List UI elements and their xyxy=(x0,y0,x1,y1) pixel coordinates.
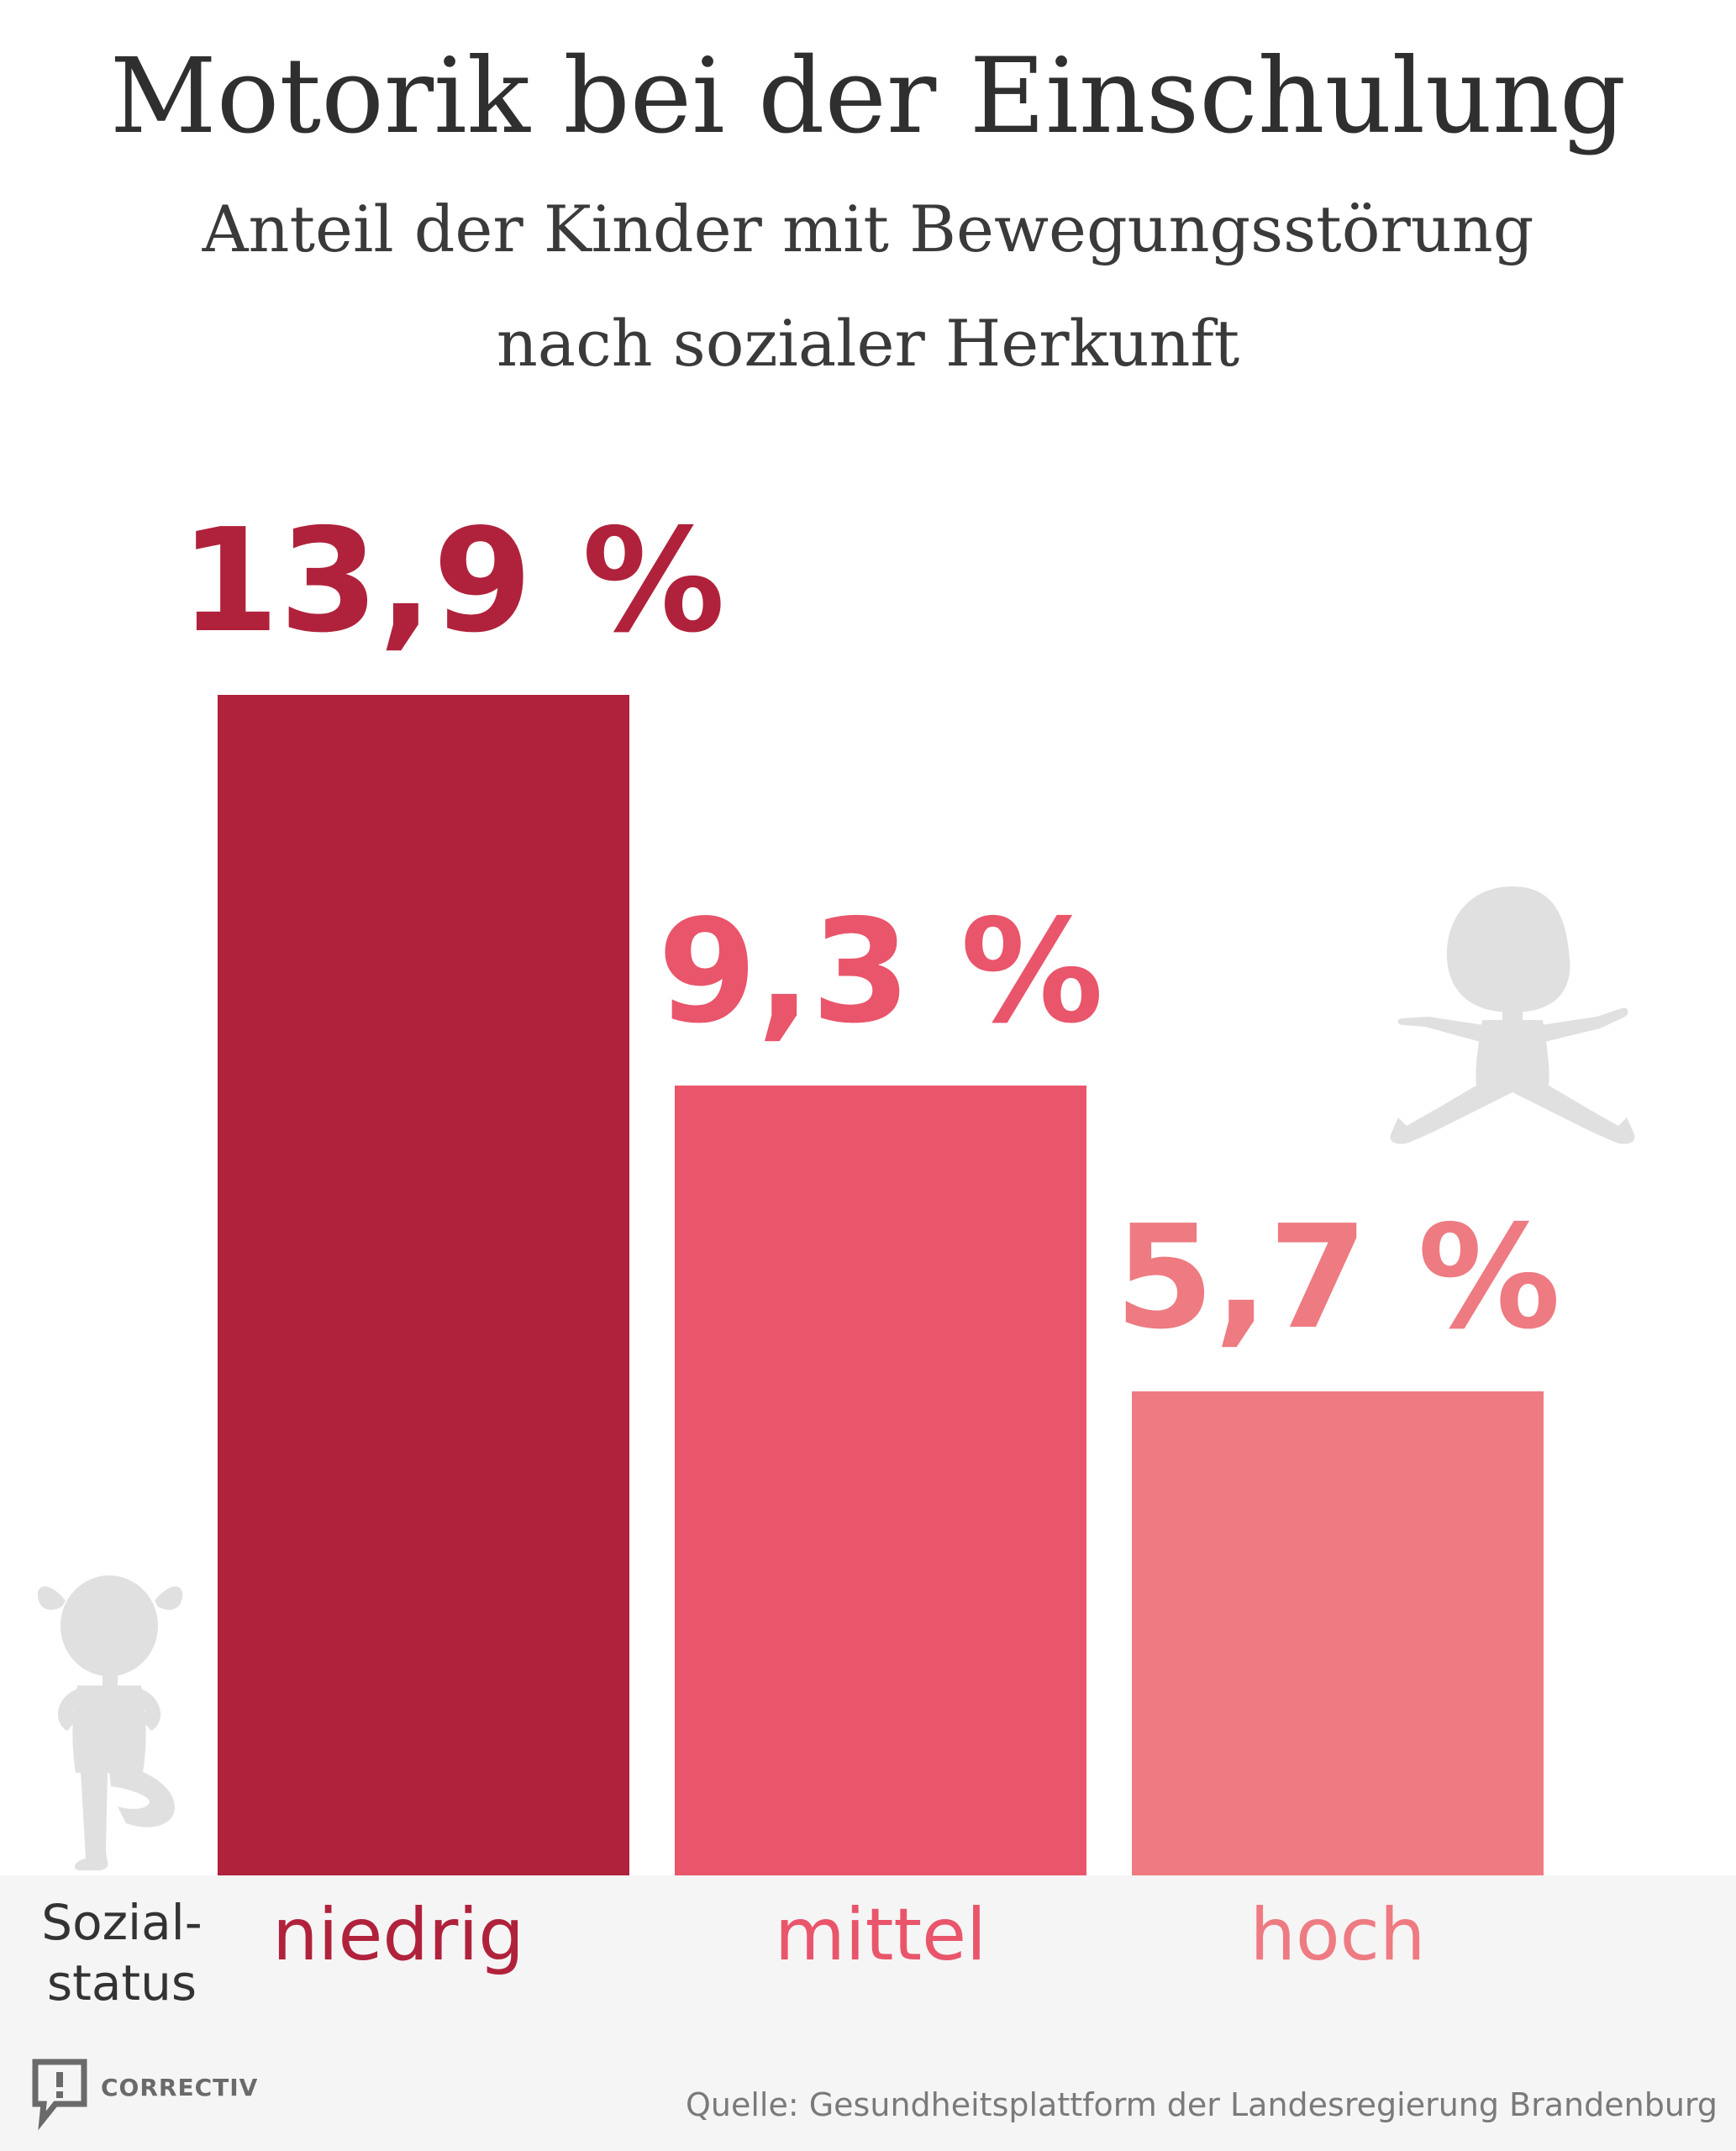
footer-band xyxy=(0,1875,1736,2151)
value-label-hoch: 5,7 % xyxy=(1114,1194,1561,1361)
child-standing-silhouette-icon xyxy=(37,1575,183,1870)
subtitle-line-2: nach sozialer Herkunft xyxy=(496,306,1240,381)
x-axis-title-line-1: Sozial- xyxy=(41,1894,203,1951)
correctiv-speech-bubble-icon xyxy=(32,2059,87,2131)
correctiv-logo: CORRECTIV xyxy=(30,2057,299,2133)
x-label-niedrig: niedrig xyxy=(272,1893,524,1977)
x-axis-title: Sozial- status xyxy=(25,1892,218,2013)
value-label-niedrig: 13,9 % xyxy=(180,498,725,665)
bar-mittel xyxy=(675,1085,1086,1875)
logo-text: CORRECTIV xyxy=(101,2074,259,2101)
subtitle-line-1: Anteil der Kinder mit Bewegungsstörung xyxy=(202,192,1534,266)
source-note: Quelle: Gesundheitsplattform der Landesr… xyxy=(685,2086,1718,2123)
value-label-mittel: 9,3 % xyxy=(657,888,1104,1055)
x-label-mittel: mittel xyxy=(775,1893,986,1977)
x-label-hoch: hoch xyxy=(1249,1893,1426,1977)
bar-niedrig xyxy=(218,695,629,1875)
bars-group xyxy=(218,695,1544,1875)
child-jumping-silhouette-icon xyxy=(1390,886,1635,1144)
chart-subtitle: Anteil der Kinder mit Bewegungsstörung n… xyxy=(151,172,1585,401)
x-axis-title-line-2: status xyxy=(46,1954,197,2012)
chart-title: Motorik bei der Einschulung xyxy=(109,36,1627,157)
bar-hoch xyxy=(1132,1391,1544,1875)
